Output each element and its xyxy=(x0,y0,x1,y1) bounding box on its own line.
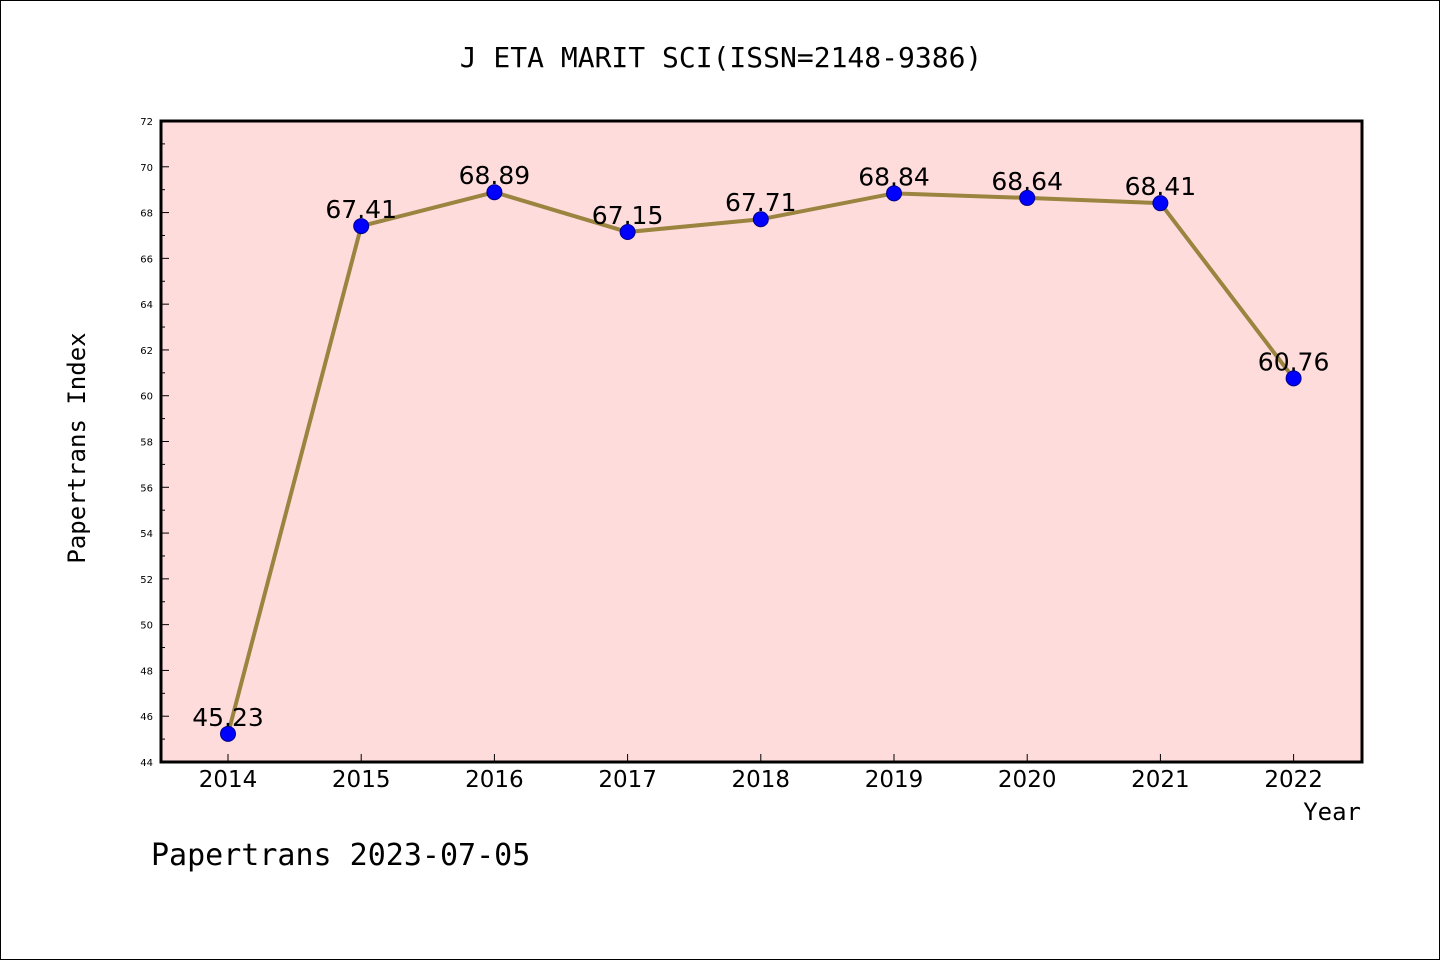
y-tick-label: 54 xyxy=(140,529,153,540)
x-tick-label: 2017 xyxy=(598,767,657,793)
x-axis: 2014 2015 2016 2017 2018 2019 2020 2021 2022 xyxy=(199,754,1323,793)
y-tick-label: 64 xyxy=(140,300,153,311)
y-tick-label: 58 xyxy=(140,438,153,449)
data-point xyxy=(886,185,902,202)
data-label: 60.76 xyxy=(1258,347,1330,376)
data-label: 67.71 xyxy=(725,188,797,217)
data-point xyxy=(619,224,636,241)
data-point xyxy=(752,211,769,228)
y-tick-label: 52 xyxy=(140,575,153,586)
data-point xyxy=(1152,195,1169,212)
data-label: 68.84 xyxy=(858,162,930,191)
y-tick-label: 60 xyxy=(140,392,153,403)
x-tick-label: 2018 xyxy=(732,767,791,793)
y-tick-label: 46 xyxy=(140,712,153,723)
data-label: 67.41 xyxy=(325,195,397,224)
x-tick-label: 2019 xyxy=(865,767,924,793)
x-tick-label: 2014 xyxy=(199,767,258,793)
data-labels: 45.23 67.41 68.89 67.15 67.71 68.84 68.64 68.41… xyxy=(192,161,1329,732)
chart-title: J ETA MARIT SCI(ISSN=2148-9386) xyxy=(460,41,983,74)
x-tick-label: 2016 xyxy=(465,767,524,793)
x-axis-title: Year xyxy=(1303,798,1361,826)
data-point xyxy=(220,725,236,742)
y-tick-label: 44 xyxy=(140,758,153,769)
data-point xyxy=(1019,189,1036,206)
y-tick-label: 50 xyxy=(140,621,153,632)
x-tick-label: 2015 xyxy=(332,767,391,793)
footer-text: Papertrans 2023-07-05 xyxy=(151,838,530,873)
data-label: 68.41 xyxy=(1125,172,1197,201)
data-label: 68.89 xyxy=(459,161,531,190)
data-label: 68.64 xyxy=(991,167,1063,196)
data-point xyxy=(486,184,503,201)
y-tick-label: 56 xyxy=(140,483,153,494)
y-tick-label: 62 xyxy=(140,346,153,357)
x-tick-label: 2021 xyxy=(1131,767,1190,793)
y-tick-label: 68 xyxy=(140,209,153,220)
data-label: 45.23 xyxy=(192,703,264,732)
y-axis-title: Papertrans Index xyxy=(63,332,91,563)
plot-border xyxy=(159,119,1364,764)
data-point xyxy=(1285,370,1302,387)
y-tick-label: 72 xyxy=(140,117,153,128)
y-tick-label: 70 xyxy=(140,163,153,174)
y-tick-label: 48 xyxy=(140,666,153,677)
data-point xyxy=(353,218,370,235)
data-label: 67.15 xyxy=(592,201,664,230)
x-tick-label: 2020 xyxy=(998,767,1057,793)
data-points xyxy=(220,184,1302,742)
y-tick-label: 66 xyxy=(140,254,153,265)
x-tick-label: 2022 xyxy=(1264,767,1323,793)
